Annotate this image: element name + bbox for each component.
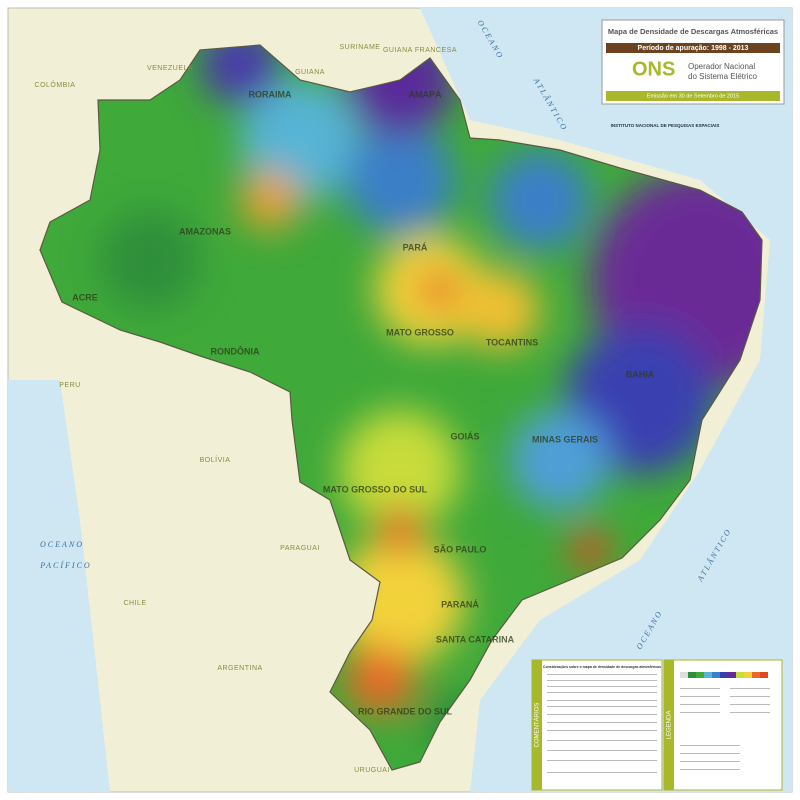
state-labels: RORAIMA AMAPÁ AMAZONAS PARÁ ACRE RONDÔNI… <box>72 89 655 716</box>
state-label: PARANÁ <box>441 599 479 609</box>
country-label: GUIANA <box>295 69 325 76</box>
state-label: RIO GRANDE DO SUL <box>358 706 453 716</box>
comments-panel: COMENTÁRIOS Considerações sobre o mapa d… <box>531 659 663 791</box>
state-label: MATO GROSSO DO SUL <box>323 484 428 494</box>
state-label: BAHIA <box>626 369 655 379</box>
country-label: ARGENTINA <box>217 665 262 672</box>
state-label: RONDÔNIA <box>211 345 260 356</box>
legend-panel: LEGENDA <box>663 659 783 791</box>
panel-band <box>532 660 542 790</box>
country-label: BOLÍVIA <box>200 455 231 464</box>
organization: Operador Nacional <box>688 62 755 71</box>
text-lines <box>547 674 657 773</box>
text-lines <box>680 688 770 770</box>
country-label: URUGUAI <box>354 767 390 774</box>
title-panel <box>601 19 785 105</box>
color-scale <box>680 672 768 678</box>
period: Período de apuração: 1998 - 2013 <box>638 45 749 52</box>
country-label: COLÔMBIA <box>35 80 76 89</box>
country-label: PARAGUAI <box>280 545 320 552</box>
state-label: ACRE <box>72 292 98 302</box>
panel <box>531 659 663 791</box>
state-label: GOIÁS <box>450 431 479 441</box>
pacific-ocean <box>8 380 110 792</box>
ocean-label: OCEANO <box>40 540 84 549</box>
border <box>39 44 763 771</box>
ocean-label: PACÍFICO <box>39 560 91 570</box>
country-label: CHILE <box>123 600 146 607</box>
title-box: Mapa de Densidade de Descargas Atmosféri… <box>601 19 785 105</box>
state-label: PARÁ <box>403 242 428 252</box>
panel <box>663 659 783 791</box>
atlantic-ocean <box>420 8 792 792</box>
panel-heading: COMENTÁRIOS <box>534 703 541 748</box>
period-bar <box>606 43 780 53</box>
state-label: AMAPÁ <box>409 89 442 99</box>
organization: do Sistema Elétrico <box>688 72 757 81</box>
state-label: MATO GROSSO <box>386 327 454 337</box>
logo: ONS <box>632 58 675 80</box>
state-label: SANTA CATARINA <box>436 634 515 644</box>
comments-title: Considerações sobre o mapa de densidade … <box>543 665 661 669</box>
issued-bar <box>606 91 780 101</box>
state-label: TOCANTINS <box>486 337 538 347</box>
country-label: PERU <box>59 382 80 389</box>
state-label: SÃO PAULO <box>434 544 487 554</box>
state-label: MINAS GERAIS <box>532 434 598 444</box>
state-label: AMAZONAS <box>179 226 231 236</box>
country-label: SURINAME <box>340 44 381 51</box>
institute: INSTITUTO NACIONAL DE PESQUISAS ESPACIAI… <box>611 123 720 128</box>
state-label: RORAIMA <box>249 89 292 99</box>
map-title: Mapa de Densidade de Descargas Atmosféri… <box>608 27 778 36</box>
panel-heading: LEGENDA <box>667 711 673 740</box>
country-label: VENEZUELA <box>147 65 193 72</box>
panel-band <box>664 660 674 790</box>
country-label: GUIANA FRANCESA <box>383 47 457 54</box>
issued: Emissão em 30 de Setembro de 2015 <box>647 93 739 99</box>
country-labels: VENEZUELA COLÔMBIA SURINAME GUIANA GUIAN… <box>35 44 457 774</box>
